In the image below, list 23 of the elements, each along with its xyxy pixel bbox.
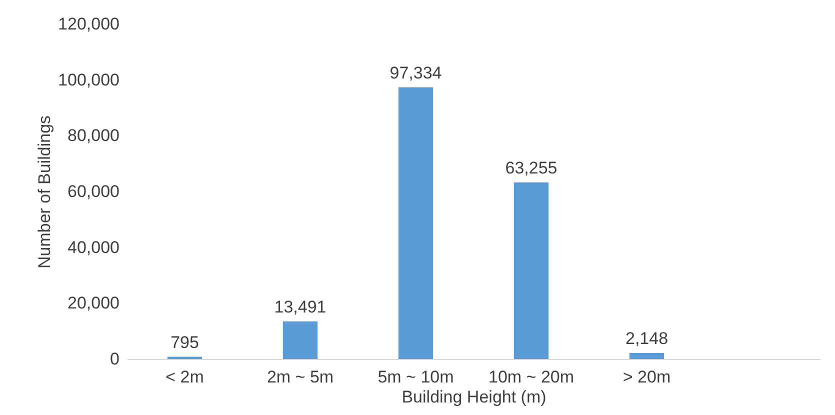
data-label: 97,334 xyxy=(390,63,442,82)
bar xyxy=(629,353,664,359)
data-label: 13,491 xyxy=(274,297,326,316)
bar xyxy=(514,182,549,359)
y-tick-label: 80,000 xyxy=(68,126,120,146)
x-tick-label: 5m ~ 10m xyxy=(378,368,454,386)
y-tick-label: 40,000 xyxy=(68,238,120,257)
bar xyxy=(282,321,318,359)
x-tick-label: > 20m xyxy=(622,368,671,386)
x-tick-label: 10m ~ 20m xyxy=(488,368,574,386)
y-axis-title: Number of Buildings xyxy=(35,115,54,269)
data-label: 795 xyxy=(170,332,199,352)
bar xyxy=(398,87,434,359)
y-tick-label: 120,000 xyxy=(58,14,120,34)
y-tick-label: 20,000 xyxy=(68,294,120,313)
x-tick-label: < 2m xyxy=(166,368,204,386)
y-tick-label: 60,000 xyxy=(68,182,120,201)
y-tick-label: 100,000 xyxy=(58,70,120,90)
data-label: 63,255 xyxy=(505,158,558,178)
y-tick-label: 0 xyxy=(110,350,120,368)
x-tick-label: 2m ~ 5m xyxy=(266,368,334,386)
data-label: 2,148 xyxy=(625,329,668,348)
x-axis-title: Building Height (m) xyxy=(402,388,546,406)
